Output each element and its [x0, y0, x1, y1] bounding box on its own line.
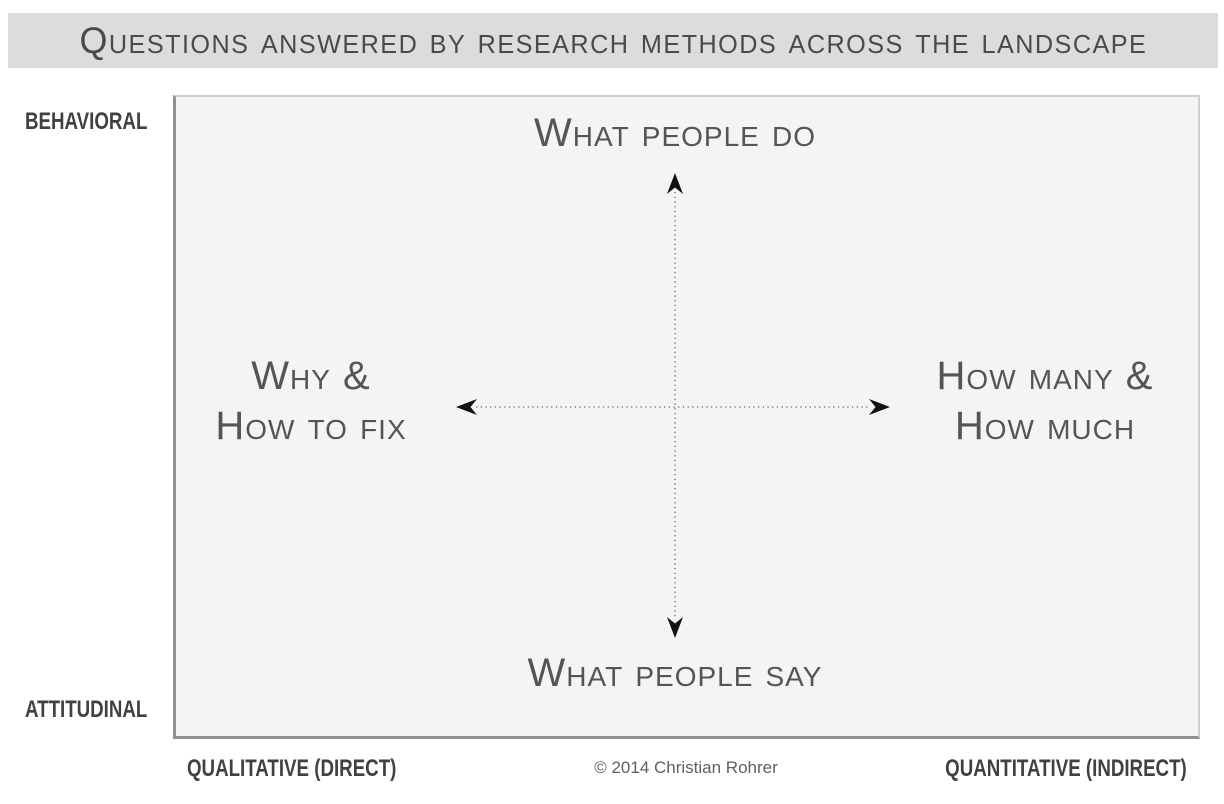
quadrant-label-what-people-do: What people do	[534, 111, 816, 155]
quadrant-left-line2: How to fix	[215, 404, 407, 448]
y-axis-label-attitudinal: ATTITUDINAL	[25, 696, 148, 723]
y-axis-label-behavioral: BEHAVIORAL	[25, 108, 148, 135]
quadrant-label-how-many-how-much: How many & How much	[937, 351, 1154, 451]
quadrant-label-what-people-say: What people say	[527, 651, 823, 695]
page-title: Questions answered by research methods a…	[79, 19, 1147, 61]
quadrant-left-line1: Why &	[251, 354, 371, 398]
x-axis-label-quantitative-indirect: QUANTITATIVE (INDIRECT)	[945, 755, 1187, 782]
copyright-notice: © 2014 Christian Rohrer	[594, 758, 778, 777]
quadrant-label-why-how-to-fix: Why & How to fix	[215, 351, 406, 451]
arrow-up-head-icon	[667, 173, 683, 194]
quadrant-chart-area: What people do What people say Why & How…	[173, 95, 1200, 739]
arrow-down-head-icon	[667, 617, 683, 638]
axes-cross-arrows	[456, 173, 890, 638]
title-banner: Questions answered by research methods a…	[8, 13, 1218, 68]
arrow-right-head-icon	[869, 399, 890, 415]
quadrant-right-line2: How much	[954, 404, 1136, 448]
arrow-left-head-icon	[456, 399, 477, 415]
quadrant-right-line1: How many &	[936, 354, 1154, 398]
x-axis-label-qualitative-direct: QUALITATIVE (DIRECT)	[187, 755, 397, 782]
